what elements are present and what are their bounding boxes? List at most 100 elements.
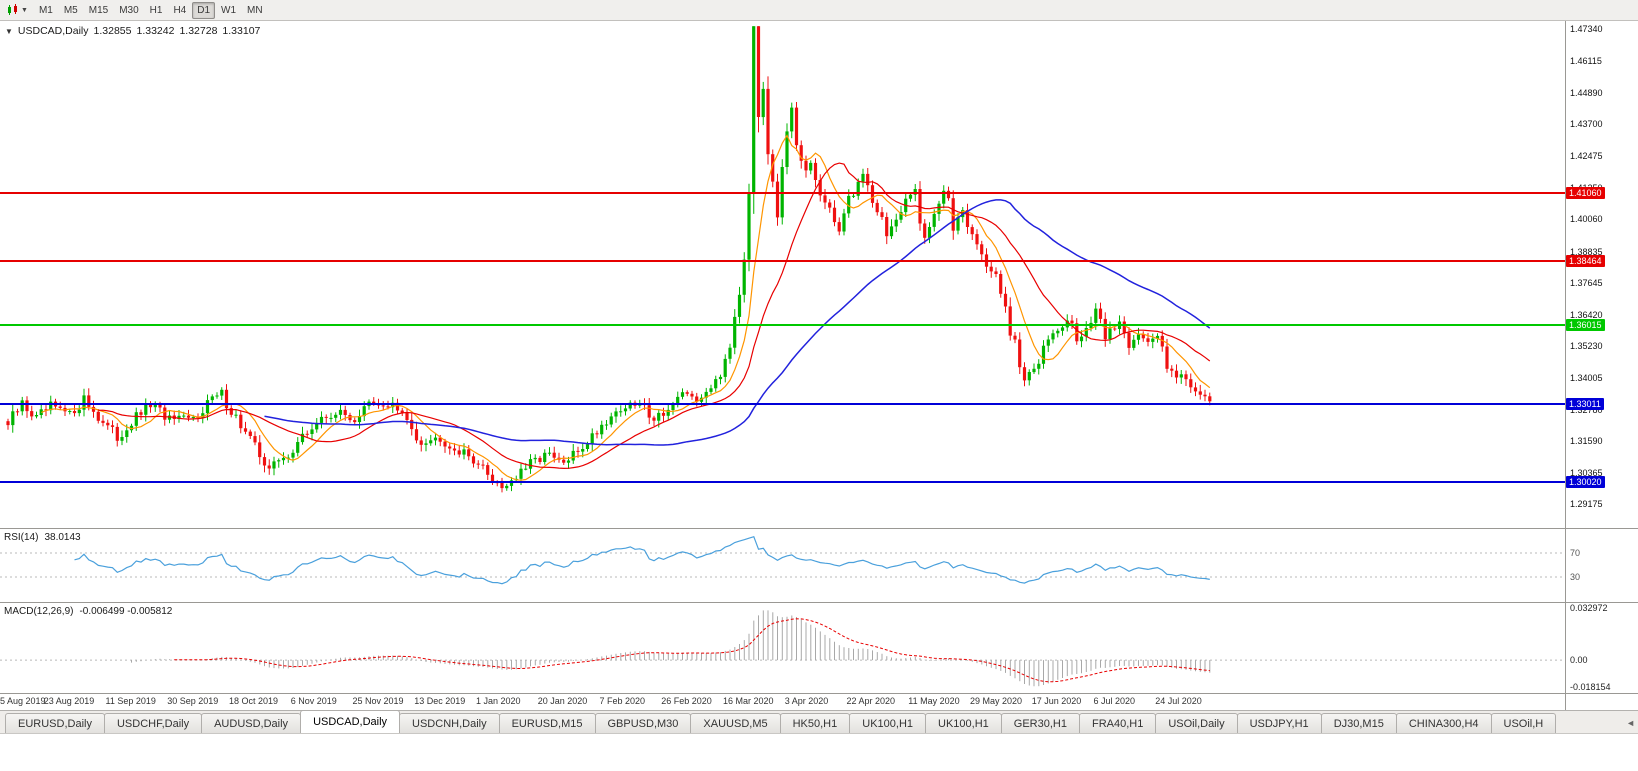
macd-name: MACD(12,26,9) bbox=[4, 606, 74, 617]
timeframe-toolbar: ▼ M1 M5 M15 M30 H1 H4 D1 W1 MN bbox=[0, 0, 1638, 21]
macd-axis[interactable]: 0.032972 0.00 -0.018154 bbox=[1566, 603, 1637, 693]
date-tick-label: 26 Feb 2020 bbox=[661, 696, 712, 706]
tab-gbpusd-m30[interactable]: GBPUSD,M30 bbox=[594, 713, 692, 733]
date-tick-label: 7 Feb 2020 bbox=[599, 696, 646, 706]
rsi-chart bbox=[0, 535, 1565, 585]
date-tick-label: 29 May 2020 bbox=[970, 696, 1023, 706]
tab-xauusd-m5[interactable]: XAUUSD,M5 bbox=[690, 713, 781, 733]
price-chart-panel: ▼ USDCAD,Daily 1.32855 1.33242 1.32728 1… bbox=[0, 21, 1638, 529]
macd-axis-label: -0.018154 bbox=[1570, 682, 1611, 692]
price-tick-label: 1.29175 bbox=[1570, 499, 1603, 510]
rsi-panel: RSI(14) 38.0143 70 30 bbox=[0, 529, 1638, 603]
tab-usoil-daily[interactable]: USOil,Daily bbox=[1155, 713, 1238, 733]
timeframe-m15[interactable]: M15 bbox=[88, 4, 109, 16]
price-axis[interactable]: 1.473401.461151.448901.437001.424751.412… bbox=[1566, 21, 1637, 528]
date-tick-label: 6 Nov 2019 bbox=[290, 696, 337, 706]
price-tick-label: 1.42475 bbox=[1570, 151, 1603, 162]
timeframe-m30[interactable]: M30 bbox=[119, 4, 139, 16]
date-axis-row: 5 Aug 2019 23 Aug 2019 11 Sep 2019 30 Sep 2… bbox=[0, 694, 1638, 710]
tab-audusd-daily[interactable]: AUDUSD,Daily bbox=[201, 713, 302, 733]
chart-type-dropdown[interactable]: ▼ bbox=[3, 2, 32, 18]
price-tick-label: 1.46115 bbox=[1570, 56, 1602, 67]
bottom-filler bbox=[0, 734, 1638, 771]
price-tick-label: 1.36420 bbox=[1570, 309, 1603, 320]
price-tick-label: 1.34005 bbox=[1570, 372, 1603, 383]
date-tick-label: 13 Dec 2019 bbox=[414, 696, 466, 706]
rsi-label: RSI(14) 38.0143 bbox=[4, 532, 81, 543]
tab-fra40-h1[interactable]: FRA40,H1 bbox=[1078, 713, 1157, 733]
timeframe-h1[interactable]: H1 bbox=[149, 4, 163, 16]
price-level-tag: 1.38464 bbox=[1566, 255, 1605, 268]
date-tick-label: 22 Apr 2020 bbox=[846, 696, 896, 706]
rsi-plot[interactable]: RSI(14) 38.0143 bbox=[0, 529, 1566, 602]
timeframe-h4[interactable]: H4 bbox=[173, 4, 187, 16]
date-tick-label: 25 Nov 2019 bbox=[352, 696, 404, 706]
tab-usdchf-daily[interactable]: USDCHF,Daily bbox=[103, 713, 203, 733]
chevron-down-icon: ▼ bbox=[21, 6, 28, 14]
tab-eurusd-daily[interactable]: EURUSD,Daily bbox=[5, 713, 105, 733]
date-tick-label: 3 Apr 2020 bbox=[784, 696, 829, 706]
macd-axis-label: 0.032972 bbox=[1570, 603, 1608, 613]
date-tick-label: 1 Jan 2020 bbox=[476, 696, 521, 706]
price-tick-label: 1.47340 bbox=[1570, 24, 1603, 35]
date-axis-spacer bbox=[1566, 694, 1637, 710]
timeframe-mn[interactable]: MN bbox=[247, 4, 263, 16]
ohlc-high: 1.33242 bbox=[136, 25, 175, 37]
macd-plot[interactable]: MACD(12,26,9) -0.006499 -0.005812 bbox=[0, 603, 1566, 693]
rsi-axis[interactable]: 70 30 bbox=[1566, 529, 1637, 602]
chart-tabs: EURUSD,Daily USDCHF,Daily AUDUSD,Daily USDC… bbox=[0, 710, 1638, 734]
macd-chart bbox=[0, 610, 1565, 687]
tab-china300-h4[interactable]: CHINA300,H4 bbox=[1395, 713, 1492, 733]
price-tick-label: 1.38835 bbox=[1570, 246, 1603, 257]
timeframe-d1[interactable]: D1 bbox=[192, 1, 216, 19]
candlestick-chart bbox=[6, 26, 1212, 493]
price-tick-label: 1.43700 bbox=[1570, 119, 1603, 130]
macd-panel: MACD(12,26,9) -0.006499 -0.005812 0.0329… bbox=[0, 603, 1638, 694]
symbol-dropdown-icon[interactable]: ▼ bbox=[5, 26, 13, 36]
tab-usdcad-daily[interactable]: USDCAD,Daily bbox=[300, 710, 401, 733]
date-tick-label: 6 Jul 2020 bbox=[1093, 696, 1136, 706]
date-tick-label: 30 Sep 2019 bbox=[167, 696, 219, 706]
symbol-name: USDCAD,Daily bbox=[17, 25, 89, 37]
candlestick-chart-icon bbox=[8, 4, 17, 15]
price-tick-label: 1.32780 bbox=[1570, 404, 1603, 415]
date-tick-label: 20 Jan 2020 bbox=[537, 696, 588, 706]
tab-usdjpy-h1[interactable]: USDJPY,H1 bbox=[1236, 713, 1322, 733]
ohlc-open: 1.32855 bbox=[93, 25, 132, 37]
price-chart-plot[interactable]: ▼ USDCAD,Daily 1.32855 1.33242 1.32728 1… bbox=[0, 21, 1566, 528]
price-tick-label: 1.37645 bbox=[1570, 277, 1603, 288]
price-level-tag: 1.36015 bbox=[1566, 319, 1605, 332]
tab-eurusd-m15[interactable]: EURUSD,M15 bbox=[498, 713, 596, 733]
macd-axis-label: 0.00 bbox=[1570, 655, 1588, 666]
price-level-tag: 1.41060 bbox=[1566, 187, 1605, 200]
price-level-tag: 1.33011 bbox=[1566, 397, 1604, 410]
date-tick-label: 5 Aug 2019 bbox=[0, 696, 46, 706]
rsi-level-label: 30 bbox=[1570, 572, 1581, 582]
tab-usdcnh-daily[interactable]: USDCNH,Daily bbox=[399, 713, 500, 733]
tab-dj30-m15[interactable]: DJ30,M15 bbox=[1320, 713, 1397, 733]
price-tick-label: 1.44890 bbox=[1570, 88, 1603, 99]
date-axis[interactable]: 5 Aug 2019 23 Aug 2019 11 Sep 2019 30 Sep 2… bbox=[0, 694, 1566, 710]
tab-scroll-left-icon[interactable]: ◄ bbox=[1626, 718, 1635, 728]
symbol-ohlc-header: ▼ USDCAD,Daily 1.32855 1.33242 1.32728 1… bbox=[5, 25, 260, 37]
rsi-value: 38.0143 bbox=[44, 532, 81, 543]
ohlc-close: 1.33107 bbox=[222, 25, 261, 37]
tab-usoil-h[interactable]: USOil,H bbox=[1490, 713, 1557, 733]
tab-ger30-h1[interactable]: GER30,H1 bbox=[1000, 713, 1080, 733]
tab-hk50-h1[interactable]: HK50,H1 bbox=[779, 713, 851, 733]
ohlc-low: 1.32728 bbox=[179, 25, 218, 37]
timeframe-m1[interactable]: M1 bbox=[38, 4, 53, 16]
tab-uk100-h1[interactable]: UK100,H1 bbox=[925, 713, 1002, 733]
price-tick-label: 1.31590 bbox=[1570, 435, 1603, 446]
macd-label: MACD(12,26,9) -0.006499 -0.005812 bbox=[4, 606, 172, 617]
timeframe-w1[interactable]: W1 bbox=[221, 4, 237, 16]
rsi-level-label: 70 bbox=[1570, 548, 1581, 558]
timeframe-m5[interactable]: M5 bbox=[63, 4, 78, 16]
date-tick-label: 18 Oct 2019 bbox=[229, 696, 279, 706]
date-tick-label: 23 Aug 2019 bbox=[43, 696, 95, 706]
tab-uk100-h1[interactable]: UK100,H1 bbox=[849, 713, 927, 733]
price-level-tag: 1.30020 bbox=[1566, 476, 1605, 489]
timeframe-buttons: M1 M5 M15 M30 H1 H4 D1 W1 MN bbox=[34, 1, 268, 19]
price-tick-label: 1.35230 bbox=[1570, 340, 1603, 351]
